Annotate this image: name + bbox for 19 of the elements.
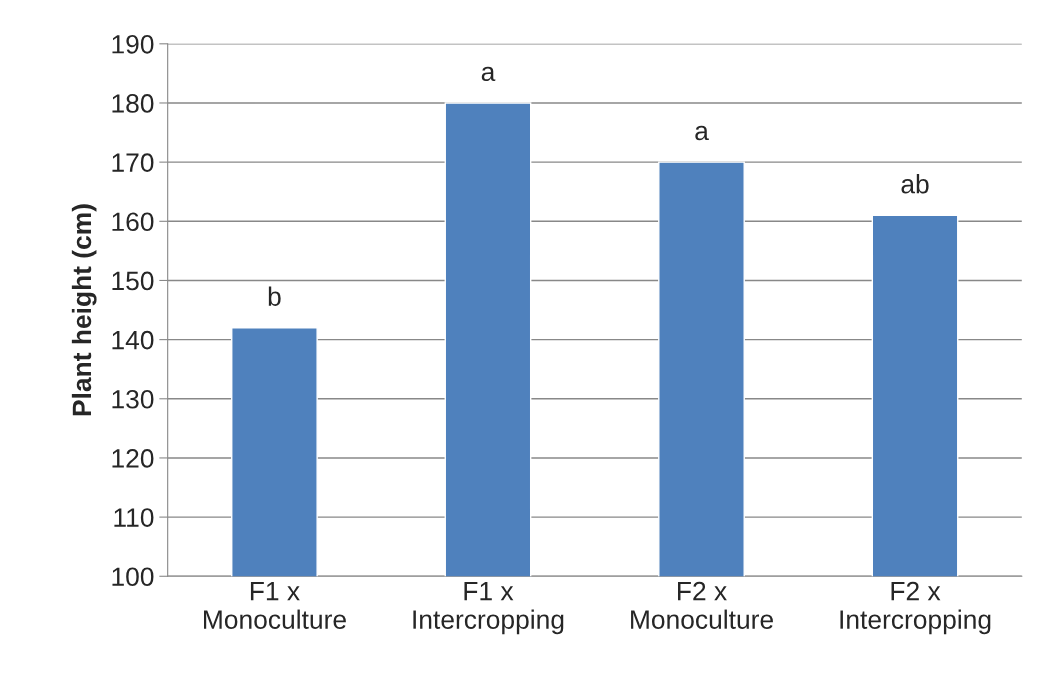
x-tick-label: F1 x Intercropping — [413, 582, 564, 635]
y-axis-title: Plant height (cm) — [71, 204, 97, 416]
y-tick-label: 190 — [112, 34, 154, 54]
y-tick-label: 100 — [112, 567, 154, 587]
x-tick-label: F1 x Monoculture — [204, 582, 346, 629]
y-tick-label: 150 — [112, 271, 154, 291]
y-tick-label: 110 — [114, 508, 154, 527]
y-tick-label: 140 — [112, 330, 154, 350]
annotation: b — [268, 286, 281, 306]
y-tick-label: 170 — [112, 153, 154, 172]
annotation: a — [481, 66, 496, 82]
y-tick-label: 160 — [112, 212, 154, 232]
y-tick-label: 180 — [112, 94, 154, 113]
annotation: a — [695, 125, 709, 141]
x-tick-label: F2 x Monoculture — [631, 581, 773, 629]
y-tick-label: 120 — [112, 449, 154, 468]
x-tick-label: F2 x Intercropping — [840, 581, 991, 635]
y-tick-label: 130 — [112, 389, 154, 409]
annotation: ab — [901, 174, 929, 194]
